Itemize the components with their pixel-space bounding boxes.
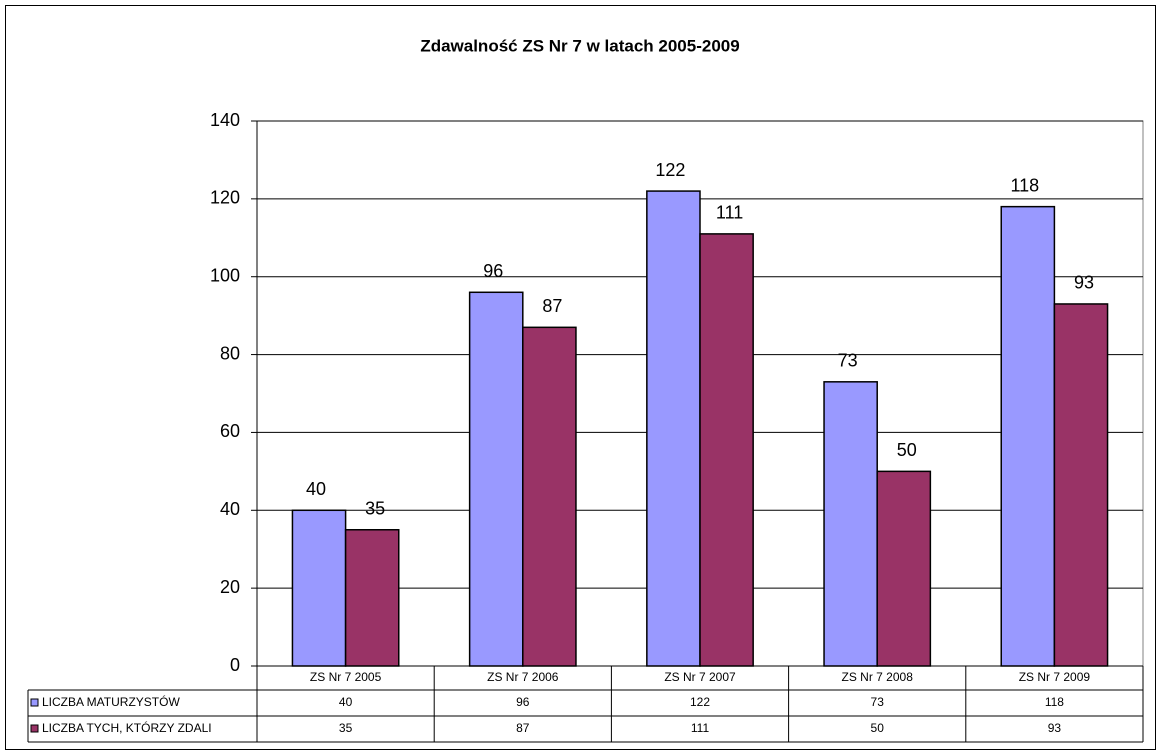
value-label: 35 [365,499,385,519]
table-cell: 111 [691,721,710,735]
table-cell: 118 [1045,695,1064,709]
table-cell: 40 [339,695,353,709]
bar [344,529,400,667]
value-label: 73 [838,351,858,371]
y-tick-label: 60 [220,421,240,441]
y-tick-label: 0 [230,655,240,675]
x-tick-label: ZS Nr 7 2008 [842,670,914,684]
value-label: 122 [655,160,685,180]
bar [876,470,932,667]
x-tick-label: ZS Nr 7 2006 [487,670,559,684]
bar [823,381,878,667]
x-tick-label: ZS Nr 7 2007 [664,670,736,684]
bar [1053,303,1109,667]
value-label: 93 [1074,273,1094,293]
legend-label: LICZBA TYCH, KTÓRZY ZDALI [42,720,212,735]
y-tick-label: 40 [220,499,240,519]
legend-label: LICZBA MATURZYSTÓW [42,694,180,709]
bar [699,233,754,667]
y-tick-label: 100 [210,265,240,285]
value-label: 40 [306,479,326,499]
y-tick-label: 140 [210,110,240,130]
value-label: 96 [483,261,503,281]
chart-title: Zdawalność ZS Nr 7 w latach 2005-2009 [420,36,739,55]
table-cell: 73 [871,695,885,709]
x-tick-label: ZS Nr 7 2005 [310,670,382,684]
bar [291,509,347,667]
y-tick-label: 120 [210,188,240,208]
table-cell: 122 [690,695,710,709]
table-cell: 35 [339,721,353,735]
legend-key [30,698,39,707]
x-tick-label: ZS Nr 7 2009 [1019,670,1091,684]
table-cell: 93 [1048,721,1062,735]
bar [522,326,577,667]
table-cell: 96 [516,695,530,709]
value-label: 118 [1010,175,1039,195]
value-label: 87 [542,296,562,316]
bar [1000,205,1056,667]
value-label: 50 [897,440,917,460]
y-tick-label: 20 [220,577,240,597]
y-tick-label: 80 [220,343,240,363]
bar [468,291,524,667]
bar [646,190,701,667]
table-cell: 87 [516,721,530,735]
value-label: 111 [716,203,743,223]
legend-key [30,724,39,733]
table-cell: 50 [871,721,885,735]
